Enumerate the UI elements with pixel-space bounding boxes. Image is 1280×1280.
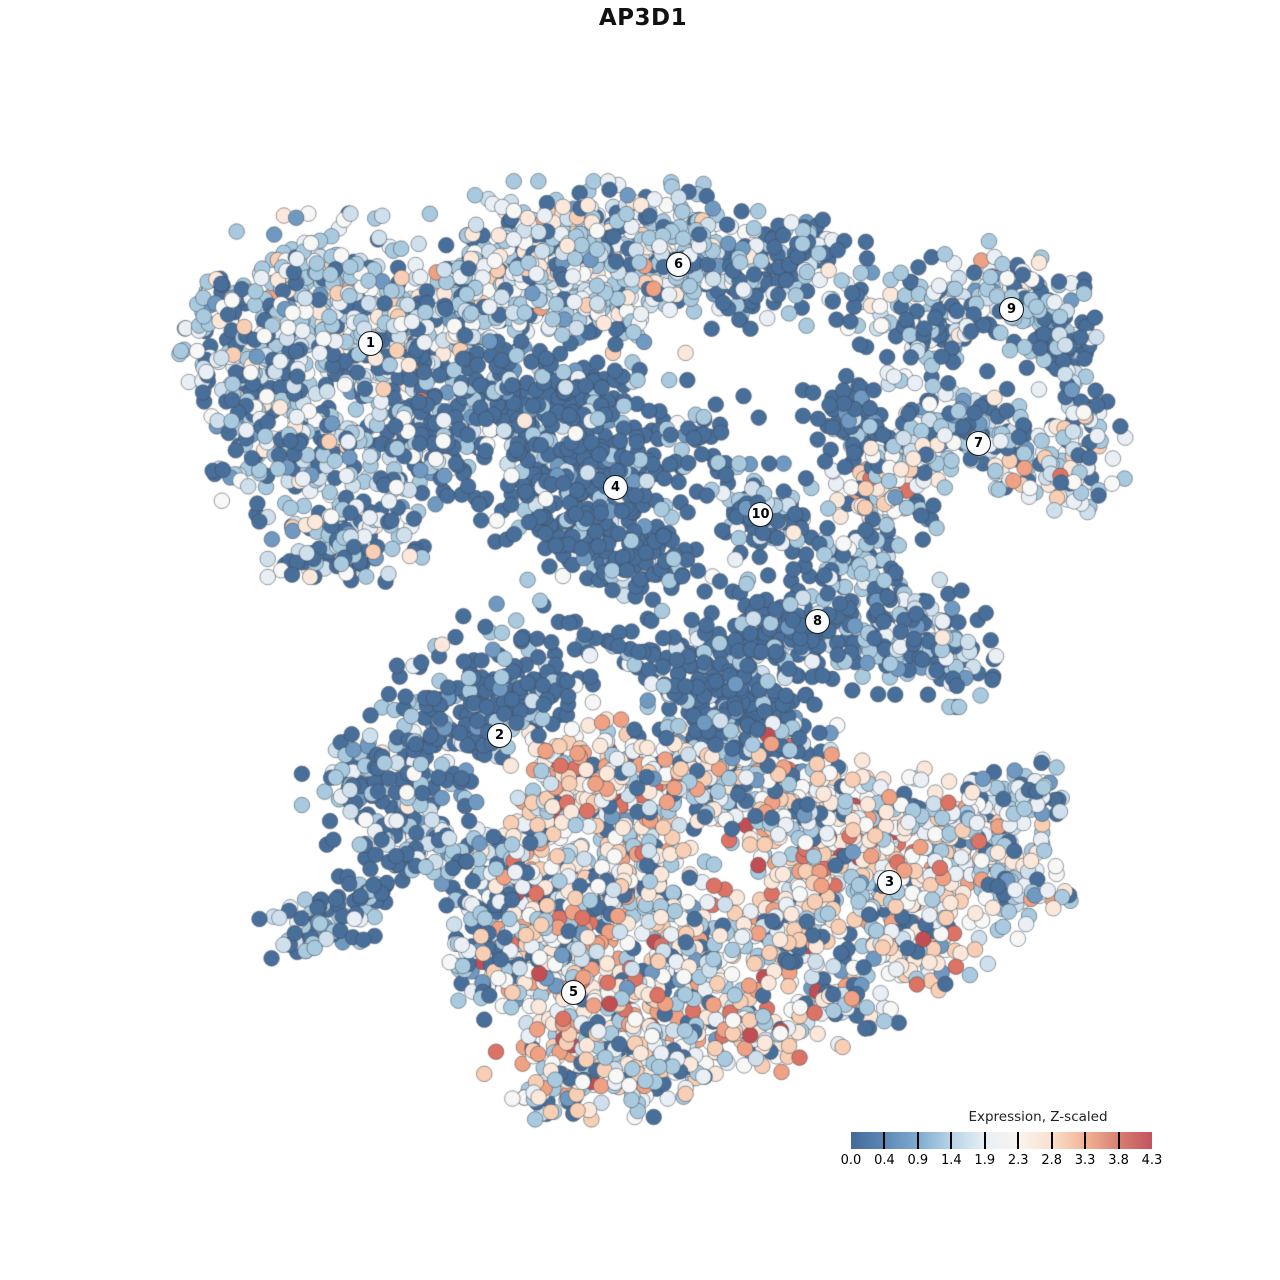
plot-title: AP3D1 [598,5,688,31]
cluster-label-6: 6 [666,252,691,277]
cluster-label-2: 2 [487,723,512,748]
cluster-label-9: 9 [999,297,1024,322]
cluster-label-4: 4 [603,475,628,500]
cluster-label-10: 10 [748,502,773,527]
cluster-label-8: 8 [805,609,830,634]
cluster-label-7: 7 [966,431,991,456]
cluster-label-3: 3 [877,870,902,895]
cluster-label-1: 1 [358,331,383,356]
cluster-label-5: 5 [561,980,586,1005]
